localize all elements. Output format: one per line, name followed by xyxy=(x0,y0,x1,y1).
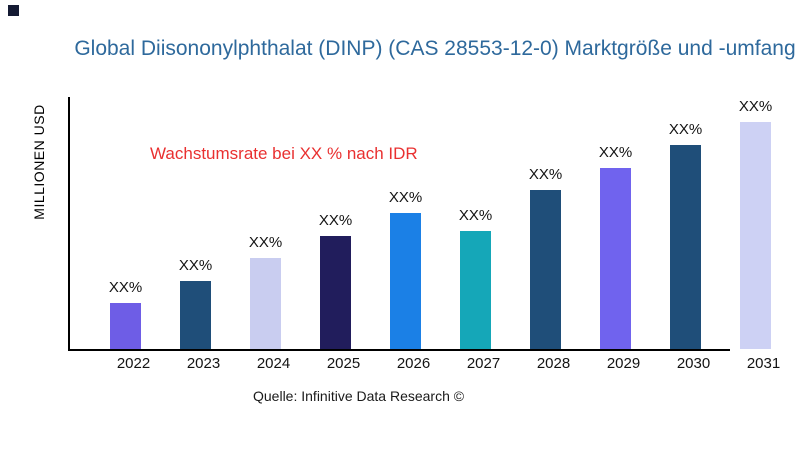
bar-2029 xyxy=(600,168,631,349)
y-axis-line xyxy=(68,97,70,351)
bar-value-label-2025: XX% xyxy=(318,212,353,229)
bar-2027 xyxy=(460,231,491,349)
growth-rate-annotation: Wachstumsrate bei XX % nach IDR xyxy=(150,144,418,163)
bar-value-label-2024: XX% xyxy=(248,234,283,251)
x-axis-line xyxy=(68,349,730,351)
bar-value-label-2030: XX% xyxy=(668,121,703,138)
bar-value-label-2026: XX% xyxy=(388,189,423,206)
bar-2025 xyxy=(320,236,351,349)
y-axis-title: MILLIONEN USD xyxy=(31,104,47,220)
x-tick-2022: 2022 xyxy=(116,355,151,372)
x-tick-2029: 2029 xyxy=(606,355,641,372)
bar-value-label-2022: XX% xyxy=(108,279,143,296)
bar-2022 xyxy=(110,303,141,349)
bar-2024 xyxy=(250,258,281,349)
x-tick-2028: 2028 xyxy=(536,355,571,372)
bar-value-label-2031: XX% xyxy=(738,98,773,115)
bar-2030 xyxy=(670,145,701,349)
logo-square xyxy=(8,5,19,16)
bar-2028 xyxy=(530,190,561,349)
bar-value-label-2027: XX% xyxy=(458,207,493,224)
x-tick-2026: 2026 xyxy=(396,355,431,372)
chart-title: Global Diisononylphthalat (DINP) (CAS 28… xyxy=(74,37,796,60)
x-tick-2027: 2027 xyxy=(466,355,501,372)
bar-2031 xyxy=(740,122,771,349)
bar-2026 xyxy=(390,213,421,349)
bar-value-label-2023: XX% xyxy=(178,257,213,274)
bar-2023 xyxy=(180,281,211,349)
x-tick-2023: 2023 xyxy=(186,355,221,372)
x-tick-2024: 2024 xyxy=(256,355,291,372)
x-tick-2025: 2025 xyxy=(326,355,361,372)
bar-value-label-2028: XX% xyxy=(528,166,563,183)
x-tick-2030: 2030 xyxy=(676,355,711,372)
x-tick-2031: 2031 xyxy=(746,355,781,372)
bar-value-label-2029: XX% xyxy=(598,144,633,161)
source-note: Quelle: Infinitive Data Research © xyxy=(253,388,465,404)
